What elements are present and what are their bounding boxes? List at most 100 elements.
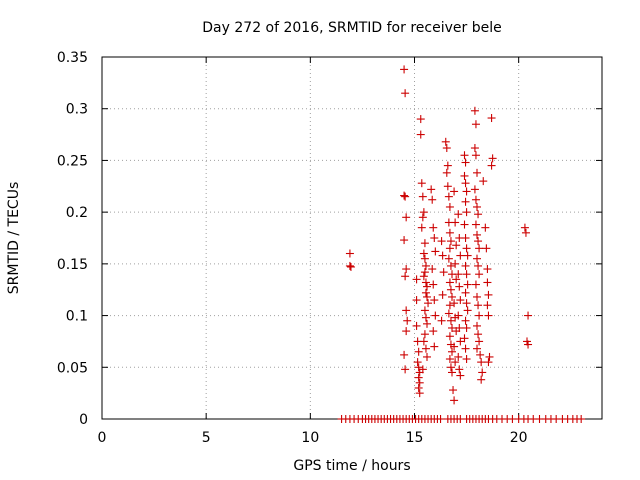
data-point [424,299,433,308]
data-point [456,371,465,380]
y-axis-title: SRMTID / TECUs [6,182,22,295]
y-tick-label: 0.05 [57,360,88,376]
data-point [456,251,465,260]
data-point [487,161,496,170]
data-point [475,311,484,320]
data-point [475,244,484,253]
data-point [415,389,424,398]
data-point [473,230,481,239]
data-point [484,358,493,367]
data-point [417,179,426,188]
data-point [419,337,428,346]
data-point [416,115,425,124]
data-point [445,355,454,364]
data-point [401,365,410,374]
data-point [414,383,423,392]
data-point [460,334,469,343]
data-point [414,347,423,356]
data-point [461,234,470,242]
data-point [479,177,488,186]
data-point [450,342,459,351]
data-point [402,306,411,315]
data-point [448,347,456,356]
data-point [423,282,431,291]
data-point [421,278,430,287]
data-point [429,223,438,232]
data-point [463,306,472,315]
data-point [473,168,481,177]
data-point [451,218,460,227]
data-point [456,296,465,305]
data-point [439,268,448,277]
data-point [443,161,452,170]
data-point [428,265,437,274]
data-point [448,368,456,377]
data-point [412,275,421,284]
data-point [454,352,463,361]
data-point [484,311,493,320]
data-point [420,254,429,263]
data-point [477,375,486,384]
data-point [460,151,469,160]
data-point [430,234,439,242]
data-point [403,316,412,325]
data-point [401,272,410,281]
x-axis-title: GPS time / hours [293,458,410,474]
data-point [471,220,480,229]
data-point [462,299,471,308]
data-point [345,249,354,258]
data-point [402,327,411,336]
data-point [448,323,456,332]
y-tick-label: 0.35 [57,50,88,66]
data-point [421,313,430,322]
data-point [430,296,439,305]
data-point [419,249,428,258]
data-point [462,187,471,196]
data-point [475,270,484,279]
data-point [429,280,438,289]
data-point [437,316,446,325]
data-point [454,270,463,279]
data-point [421,344,430,353]
data-point [470,106,479,115]
data-point [483,278,492,287]
data-point [400,191,409,200]
data-point [444,309,453,318]
data-point [449,386,458,395]
data-point [487,114,496,123]
data-point [346,262,355,271]
data-point [461,261,470,270]
y-tick-label: 0.15 [57,257,88,273]
data-point [462,323,471,332]
data-point [471,120,480,129]
data-point [427,185,436,194]
data-point [470,185,479,194]
data-point [438,290,447,299]
data-point [471,280,480,289]
data-point [488,154,497,163]
x-tick-label: 15 [406,430,424,446]
data-point [463,280,472,289]
data-point [471,151,480,160]
data-point [475,337,484,346]
data-point [413,358,422,367]
data-point [420,330,429,339]
x-tick-label: 5 [202,430,211,446]
data-point [402,213,411,222]
y-tick-label: 0.25 [57,153,88,169]
data-point [428,195,437,204]
data-point [414,363,423,372]
data-point [482,244,491,253]
data-point [444,192,453,201]
data-point [461,179,470,188]
data-point [442,144,451,153]
data-point [423,319,431,328]
data-point [412,321,421,330]
data-point [421,261,430,270]
data-point [473,321,481,330]
data-point [451,358,460,367]
data-point [442,168,451,177]
data-point [418,213,427,222]
data-point [462,208,471,217]
